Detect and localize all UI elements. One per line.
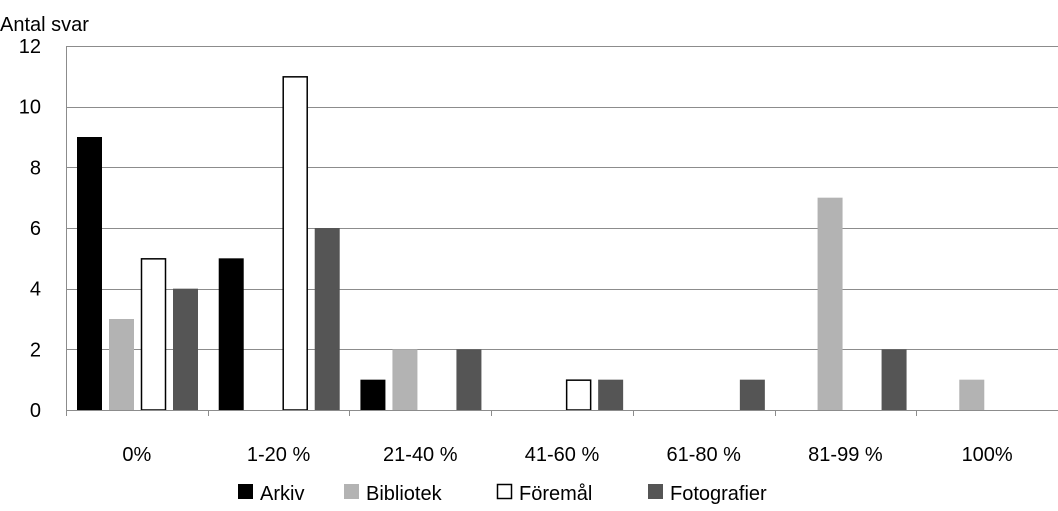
y-tick-label: 2	[30, 339, 41, 361]
bars	[77, 76, 985, 411]
x-tick-label: 81-99 %	[808, 444, 883, 466]
x-tick-label: 1-20 %	[247, 444, 311, 466]
bar-arkiv-1	[218, 258, 244, 411]
y-axis-title: Antal svar	[0, 14, 89, 36]
legend-swatch	[648, 484, 663, 499]
gridlines	[66, 46, 1058, 350]
legend-label: Fotografier	[670, 483, 767, 505]
x-tick-label: 61-80 %	[666, 444, 741, 466]
y-tick-label: 6	[30, 218, 41, 240]
y-tick-label: 0	[30, 400, 41, 422]
bar-bibliotek-5	[817, 197, 843, 411]
bar-arkiv-0	[77, 137, 102, 411]
y-tick-label: 4	[30, 279, 41, 301]
y-tick-label: 8	[30, 157, 41, 179]
bar-fotografier-0	[173, 288, 198, 411]
bar-fotografier-2	[456, 349, 482, 411]
bar-bibliotek-6	[959, 379, 985, 411]
legend-label: Arkiv	[260, 483, 304, 505]
legend: Arkiv Bibliotek Föremål Fotografier	[238, 483, 767, 505]
legend-label: Bibliotek	[366, 483, 443, 505]
bar-fotografier-1	[314, 228, 340, 411]
legend-swatch	[344, 484, 359, 499]
legend-swatch	[238, 484, 253, 499]
bar-f-rem-l-3	[565, 379, 592, 411]
bar-bibliotek-2	[392, 349, 418, 411]
bar-f-rem-l-0	[140, 258, 167, 411]
bar-bibliotek-0	[109, 319, 134, 411]
bar-f-rem-l-1	[282, 76, 308, 411]
bar-fotografier-4	[739, 379, 765, 411]
axes: 0 2 4 6 8 10 12 0% 1-20 % 21-40 % 41-60 % 61-80 % 81…	[19, 36, 1058, 466]
legend-label: Föremål	[519, 483, 592, 505]
bar-arkiv-2	[360, 379, 386, 411]
y-tick-label: 10	[19, 97, 41, 119]
x-tick-label: 21-40 %	[383, 444, 458, 466]
bar-fotografier-5	[881, 349, 907, 411]
legend-swatch	[496, 483, 513, 500]
x-tick-label: 0%	[122, 444, 151, 466]
y-tick-label: 12	[19, 36, 41, 58]
x-tick-label: 100%	[962, 444, 1013, 466]
bar-fotografier-3	[598, 379, 624, 411]
x-tick-label: 41-60 %	[525, 444, 600, 466]
